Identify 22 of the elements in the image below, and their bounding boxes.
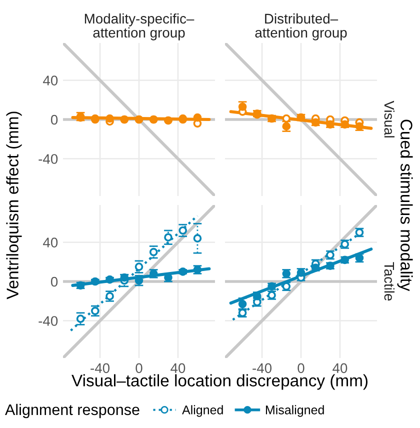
y-tick-label: 40 [43,76,58,86]
text: Visual [384,100,395,138]
x-tick-label: 40 [332,363,348,374]
y-tick-label: 40 [43,238,58,248]
chart-title: Modality-specific– attention group [84,13,194,40]
y-axis-title: Ventriloquism effect (mm) [6,112,22,300]
chart-title: Distributed– attention group [255,13,347,40]
y-tick-label: 0 [50,276,58,287]
y-tick-label: 0 [50,114,58,125]
x-axis-title: Visual–tactile location discrepancy (mm) [72,374,368,390]
x-tick-label: 0 [136,363,142,374]
x-tick-label: -40 [252,363,272,374]
legend-label: Misaligned [266,405,324,417]
x-tick-label: 0 [298,363,304,374]
legend-title: Alignment response [5,404,140,418]
text: Cued stimulus modality [397,120,413,292]
y-tick-label: -40 [38,154,58,164]
x-tick-label: 40 [170,363,186,374]
x-tick-label: -40 [90,363,110,374]
legend-label: Aligned [182,405,223,417]
y-tick-label: -40 [38,316,58,326]
text: Tactile [384,262,395,301]
